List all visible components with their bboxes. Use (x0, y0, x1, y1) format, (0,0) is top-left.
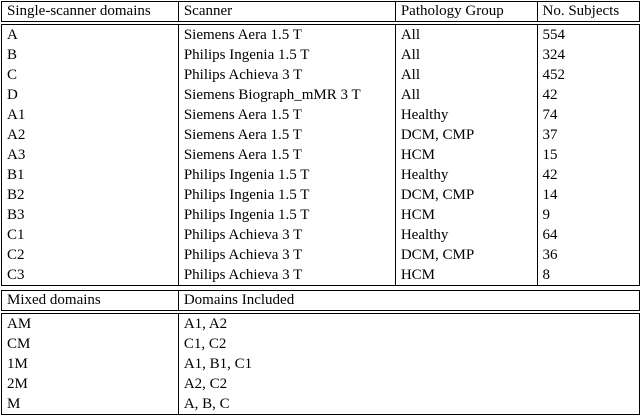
table-cell: Philips Achieva 3 T (177, 225, 396, 245)
table-row: CM C1, C2 (1, 334, 640, 354)
table-cell: A1, A2 (177, 312, 640, 334)
table-cell: 324 (536, 45, 640, 65)
single-scanner-domains-table: Single-scanner domains Scanner Pathology… (1, 1, 640, 286)
table-cell: Philips Ingenia 1.5 T (177, 45, 396, 65)
table-cell: 42 (536, 85, 640, 105)
table-cell: Philips Ingenia 1.5 T (177, 165, 396, 185)
table-cell: Healthy (394, 105, 538, 125)
table-cell: All (394, 23, 538, 45)
table-cell: A2 (1, 125, 179, 145)
mixed-domains-table-body: AM A1, A2 CM C1, C2 1M A1, B1, C1 2M A2, C2 M A, … (1, 312, 640, 415)
table-cell: 36 (536, 245, 640, 265)
table-row: B Philips Ingenia 1.5 T All 324 (1, 45, 640, 65)
table-cell: HCM (394, 145, 538, 165)
table-cell: DCM, CMP (394, 125, 538, 145)
single-scanner-table-body: A Siemens Aera 1.5 T All 554 B Philips Ingeni… (1, 23, 640, 286)
column-header-domains-included: Domains Included (177, 290, 640, 314)
table-cell: 64 (536, 225, 640, 245)
table-cell: CM (1, 334, 179, 354)
table-row: A Siemens Aera 1.5 T All 554 (1, 23, 640, 45)
table-row: M A, B, C (1, 394, 640, 415)
table-cell: C (1, 65, 179, 85)
table-cell: All (394, 65, 538, 85)
table-cell: DCM, CMP (394, 245, 538, 265)
table-row: B3 Philips Ingenia 1.5 T HCM 9 (1, 205, 640, 225)
table-cell: All (394, 45, 538, 65)
table-cell: A, B, C (177, 394, 640, 415)
table-cell: 42 (536, 165, 640, 185)
table-cell: 452 (536, 65, 640, 85)
table-cell: AM (1, 312, 179, 334)
table-cell: Siemens Biograph_mMR 3 T (177, 85, 396, 105)
column-header-single-scanner-domains: Single-scanner domains (1, 1, 179, 25)
column-header-pathology-group: Pathology Group (394, 1, 538, 25)
table-cell: A1, B1, C1 (177, 354, 640, 374)
table-cell: C1 (1, 225, 179, 245)
table-row: 2M A2, C2 (1, 374, 640, 394)
table-cell: D (1, 85, 179, 105)
table-header-row: Single-scanner domains Scanner Pathology… (1, 1, 640, 25)
mixed-domains-table: Mixed domains Domains Included AM A1, A2 C… (1, 290, 640, 415)
table-cell: 9 (536, 205, 640, 225)
column-header-scanner: Scanner (177, 1, 396, 25)
table-cell: Siemens Aera 1.5 T (177, 125, 396, 145)
table-cell: Healthy (394, 165, 538, 185)
table-cell: DCM, CMP (394, 185, 538, 205)
table-cell: Siemens Aera 1.5 T (177, 105, 396, 125)
table-cell: B1 (1, 165, 179, 185)
table-row: 1M A1, B1, C1 (1, 354, 640, 374)
table-row: C1 Philips Achieva 3 T Healthy 64 (1, 225, 640, 245)
table-cell: 554 (536, 23, 640, 45)
table-row: C3 Philips Achieva 3 T HCM 8 (1, 265, 640, 286)
table-cell: B3 (1, 205, 179, 225)
column-header-no-subjects: No. Subjects (536, 1, 640, 25)
table-cell: HCM (394, 205, 538, 225)
table-cell: HCM (394, 265, 538, 286)
table-cell: A (1, 23, 179, 45)
table-row: A1 Siemens Aera 1.5 T Healthy 74 (1, 105, 640, 125)
table-cell: 37 (536, 125, 640, 145)
table-cell: Philips Achieva 3 T (177, 265, 396, 286)
table-cell: Philips Achieva 3 T (177, 245, 396, 265)
table-cell: Philips Ingenia 1.5 T (177, 205, 396, 225)
table-row: D Siemens Biograph_mMR 3 T All 42 (1, 85, 640, 105)
table-cell: 14 (536, 185, 640, 205)
table-row: C2 Philips Achieva 3 T DCM, CMP 36 (1, 245, 640, 265)
table-cell: 1M (1, 354, 179, 374)
table-cell: C2 (1, 245, 179, 265)
table-cell: Healthy (394, 225, 538, 245)
table-row: A3 Siemens Aera 1.5 T HCM 15 (1, 145, 640, 165)
table-row: B2 Philips Ingenia 1.5 T DCM, CMP 14 (1, 185, 640, 205)
column-header-mixed-domains: Mixed domains (1, 290, 179, 314)
table-cell: All (394, 85, 538, 105)
table-cell: Philips Ingenia 1.5 T (177, 185, 396, 205)
table-cell: Siemens Aera 1.5 T (177, 145, 396, 165)
table-row: B1 Philips Ingenia 1.5 T Healthy 42 (1, 165, 640, 185)
table-cell: Siemens Aera 1.5 T (177, 23, 396, 45)
table-row: AM A1, A2 (1, 312, 640, 334)
table-cell: B2 (1, 185, 179, 205)
table-cell: A2, C2 (177, 374, 640, 394)
table-cell: C1, C2 (177, 334, 640, 354)
table-cell: C3 (1, 265, 179, 286)
table-cell: Philips Achieva 3 T (177, 65, 396, 85)
table-cell: A1 (1, 105, 179, 125)
table-cell: A3 (1, 145, 179, 165)
table-cell: M (1, 394, 179, 415)
table-row: A2 Siemens Aera 1.5 T DCM, CMP 37 (1, 125, 640, 145)
table-cell: 15 (536, 145, 640, 165)
table-cell: 8 (536, 265, 640, 286)
table-cell: 74 (536, 105, 640, 125)
table-cell: B (1, 45, 179, 65)
table-cell: 2M (1, 374, 179, 394)
table-header-row: Mixed domains Domains Included (1, 290, 640, 314)
table-row: C Philips Achieva 3 T All 452 (1, 65, 640, 85)
